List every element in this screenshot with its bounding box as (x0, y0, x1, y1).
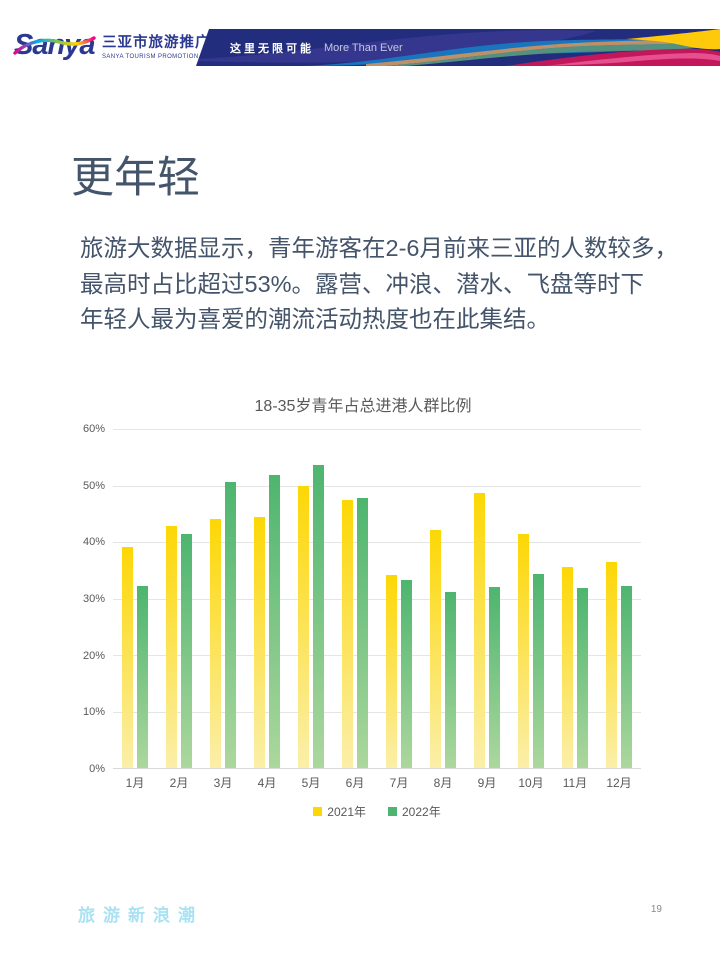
bar-group (377, 429, 421, 768)
chart-title: 18-35岁青年占总进港人群比例 (254, 398, 472, 415)
bar-2022年-12月 (621, 586, 632, 768)
bar-2021年-8月 (430, 529, 441, 768)
footer-brand: 旅游新浪潮 (78, 906, 203, 925)
bar-group (421, 429, 465, 768)
gridline (113, 655, 641, 656)
y-tick-label: 10% (82, 706, 105, 719)
y-tick-label: 40% (82, 536, 105, 549)
x-axis-label: 11月 (562, 776, 588, 790)
x-axis-label: 7月 (389, 776, 409, 790)
bar-2022年-11月 (577, 588, 588, 768)
bar-2022年-6月 (357, 497, 368, 768)
bar-group (245, 429, 289, 768)
org-name-cn: 三亚市旅游推广局 (102, 34, 226, 51)
x-axis-label: 8月 (433, 776, 453, 790)
y-tick-label: 50% (82, 479, 105, 492)
bar-chart: 18-35岁青年占总进港人群比例 60% 50% 40% 30% 20% 10% 0% 1月… (82, 392, 641, 820)
x-axis-label: 3月 (213, 776, 233, 790)
org-name-block: 三亚市旅游推广局 SANYA TOURISM PROMOTION BOARD (102, 31, 226, 60)
plot-area (113, 429, 641, 769)
bar-2022年-3月 (225, 482, 236, 768)
x-axis-label: 4月 (257, 776, 277, 790)
legend: 2021年 2022年 (113, 803, 641, 820)
bar-group (333, 429, 377, 768)
bar-group (509, 429, 553, 768)
x-axis-label: 2月 (169, 776, 189, 790)
gridline (113, 429, 641, 430)
bar-2022年-9月 (489, 586, 500, 768)
bar-2021年-11月 (562, 567, 573, 768)
sanya-logo-text: Sanya (14, 29, 95, 61)
bar-group (465, 429, 509, 768)
y-axis: 60% 50% 40% 30% 20% 10% 0% (82, 423, 113, 775)
bar-group (289, 429, 333, 768)
bar-2022年-7月 (401, 579, 412, 768)
bar-2021年-7月 (386, 575, 397, 768)
gridline (113, 711, 641, 713)
bar-2022年-1月 (137, 585, 148, 768)
x-axis-label: 6月 (345, 776, 365, 790)
bar-2021年-12月 (606, 562, 617, 768)
sanya-logo: Sanya (13, 25, 96, 65)
bar-2021年-10月 (518, 533, 529, 768)
bar-2021年-4月 (254, 517, 265, 768)
header-logo-block: Sanya 三亚市旅游推广局 SANYA TOURISM PROMOTION B… (13, 25, 226, 65)
x-axis-label: 10月 (518, 776, 544, 790)
gridline (113, 598, 641, 600)
legend-label: 2022年 (402, 805, 441, 819)
bar-2021年-6月 (342, 500, 353, 768)
gridline (113, 542, 641, 543)
x-axis-label: 9月 (477, 776, 497, 790)
body-paragraph: 旅游大数据显示，青年游客在2-6月前来三亚的人数较多， 最高时占比超过53%。露… (80, 231, 678, 338)
page-number: 19 (650, 904, 662, 915)
bar-2021年-9月 (474, 493, 485, 768)
bar-2022年-5月 (313, 465, 324, 768)
bar-2021年-3月 (210, 518, 221, 768)
page-title: 更年轻 (71, 154, 200, 202)
body-line: 年轻人最为喜爱的潮流活动热度也在此集结。 (80, 306, 550, 332)
y-tick-label: 20% (82, 649, 105, 662)
legend-item: 2021年 (313, 803, 366, 820)
x-axis-label: 12月 (606, 776, 632, 790)
legend-swatch (313, 807, 323, 816)
y-tick-label: 60% (82, 423, 105, 435)
org-name-en: SANYA TOURISM PROMOTION BOARD (102, 53, 224, 60)
header-banner: 这里无限可能 More Than Ever (196, 29, 720, 66)
bar-2022年-8月 (445, 591, 456, 768)
y-tick-label: 0% (89, 763, 105, 775)
gridline (113, 485, 641, 487)
wave-banner-graphic (196, 29, 720, 66)
plot-row: 60% 50% 40% 30% 20% 10% 0% (82, 423, 641, 775)
x-axis-label: 5月 (301, 776, 321, 790)
bar-group (157, 429, 201, 768)
bar-2021年-5月 (298, 486, 309, 768)
legend-label: 2021年 (327, 805, 366, 819)
bar-group (553, 429, 597, 768)
bar-2022年-4月 (269, 475, 280, 768)
legend-item: 2022年 (388, 803, 441, 820)
bar-2021年-2月 (166, 526, 177, 768)
x-axis-label: 1月 (125, 776, 145, 790)
legend-swatch (388, 807, 397, 816)
bar-2021年-1月 (122, 547, 133, 768)
slogan-block: 这里无限可能 More Than Ever (230, 40, 403, 56)
slogan-cn: 这里无限可能 (230, 42, 314, 55)
slogan-en: More Than Ever (324, 41, 403, 54)
x-axis: 1月 2月 3月 4月 5月 6月 7月 8月 9月 10月 11月 12月 (113, 774, 641, 791)
bars-row (113, 429, 641, 768)
body-line: 旅游大数据显示，青年游客在2-6月前来三亚的人数较多， (80, 235, 678, 261)
bar-2022年-10月 (533, 574, 544, 768)
y-tick-label: 30% (82, 593, 105, 605)
bar-group (113, 429, 157, 768)
bar-group (597, 429, 641, 768)
body-line: 最高时占比超过53%。露营、冲浪、潜水、飞盘等时下 (80, 270, 645, 297)
bar-2022年-2月 (181, 533, 192, 768)
bar-group (201, 429, 245, 768)
